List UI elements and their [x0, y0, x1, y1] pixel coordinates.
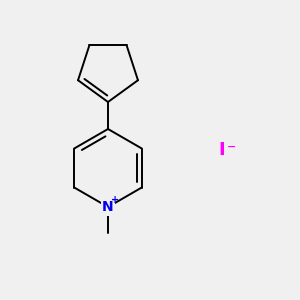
Text: +: +: [110, 195, 119, 206]
Text: N: N: [102, 200, 114, 214]
Text: I: I: [219, 141, 225, 159]
Text: −: −: [227, 142, 236, 152]
